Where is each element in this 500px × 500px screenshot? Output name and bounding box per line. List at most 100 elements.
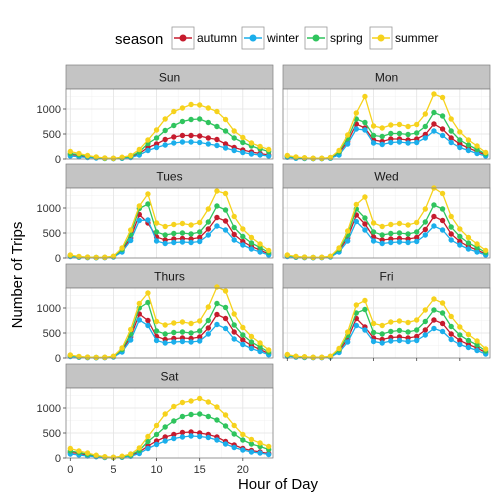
data-point bbox=[240, 341, 246, 348]
data-point bbox=[388, 239, 394, 246]
data-point bbox=[162, 424, 168, 430]
data-point bbox=[196, 102, 203, 108]
data-point bbox=[240, 242, 246, 248]
data-point bbox=[214, 203, 220, 209]
data-point bbox=[196, 334, 203, 340]
data-point bbox=[405, 239, 411, 246]
legend-key-point bbox=[312, 34, 320, 42]
data-point bbox=[222, 145, 229, 151]
data-point bbox=[162, 232, 168, 238]
data-point bbox=[162, 142, 168, 148]
data-point bbox=[474, 150, 480, 157]
data-point bbox=[179, 429, 186, 436]
data-point bbox=[413, 139, 420, 146]
data-point bbox=[231, 322, 237, 328]
data-point bbox=[196, 116, 203, 122]
data-point bbox=[439, 126, 446, 132]
data-point bbox=[248, 151, 255, 157]
data-point bbox=[67, 352, 74, 358]
data-point bbox=[474, 241, 480, 247]
data-point bbox=[188, 398, 194, 404]
panel-border bbox=[65, 387, 274, 459]
data-point bbox=[257, 440, 263, 446]
data-point bbox=[362, 215, 368, 221]
facet-thurs: Thurs 0 500 1000 bbox=[37, 263, 274, 365]
data-point bbox=[388, 328, 394, 335]
data-point bbox=[196, 238, 203, 245]
x-tick-label: 0 bbox=[67, 464, 73, 476]
data-point bbox=[362, 306, 368, 313]
y-axis-label: Number of Trips bbox=[9, 222, 26, 329]
data-point bbox=[196, 318, 203, 324]
data-point bbox=[310, 254, 316, 261]
panel-border bbox=[282, 287, 491, 359]
data-point bbox=[240, 139, 246, 146]
data-point bbox=[370, 229, 377, 235]
data-point bbox=[179, 434, 186, 440]
panel-border bbox=[282, 88, 491, 160]
x-tick-label: 20 bbox=[237, 464, 249, 476]
data-point bbox=[301, 254, 308, 260]
data-point bbox=[388, 122, 394, 128]
panel-background bbox=[283, 89, 490, 159]
data-point bbox=[474, 249, 480, 255]
data-point bbox=[431, 307, 437, 313]
data-point bbox=[413, 317, 420, 323]
data-point bbox=[319, 155, 325, 161]
data-point bbox=[379, 322, 385, 329]
panel-border bbox=[65, 287, 274, 359]
data-point bbox=[179, 338, 186, 345]
y-axis: 0 500 1000 bbox=[37, 203, 66, 265]
series-summer bbox=[67, 395, 272, 460]
data-point bbox=[231, 231, 237, 238]
data-point bbox=[457, 337, 463, 344]
data-point bbox=[336, 245, 342, 251]
data-point bbox=[205, 317, 212, 324]
data-point bbox=[257, 152, 263, 158]
y-tick-label: 1000 bbox=[37, 104, 61, 116]
data-point bbox=[196, 433, 203, 440]
data-point bbox=[265, 247, 272, 254]
data-point bbox=[205, 325, 212, 331]
data-point bbox=[188, 116, 194, 123]
data-point bbox=[153, 144, 160, 151]
data-point bbox=[196, 328, 203, 334]
data-point bbox=[301, 155, 308, 161]
data-point bbox=[222, 227, 229, 233]
legend-key-summer: summer bbox=[369, 26, 438, 50]
data-point bbox=[353, 110, 360, 116]
data-point bbox=[370, 140, 377, 146]
data-point bbox=[248, 246, 255, 252]
data-point bbox=[102, 155, 108, 161]
data-point bbox=[405, 319, 411, 326]
data-point bbox=[388, 221, 394, 228]
data-point bbox=[396, 139, 403, 145]
data-point bbox=[171, 239, 177, 246]
data-point bbox=[136, 217, 143, 224]
data-point bbox=[448, 139, 454, 146]
data-point bbox=[171, 435, 177, 442]
data-point bbox=[205, 232, 212, 238]
data-point bbox=[265, 347, 272, 353]
data-point bbox=[465, 331, 472, 338]
data-point bbox=[188, 132, 194, 139]
data-point bbox=[457, 324, 463, 330]
data-point bbox=[362, 194, 368, 200]
panel-background bbox=[283, 288, 490, 358]
data-point bbox=[240, 447, 246, 453]
data-point bbox=[231, 147, 237, 154]
data-point bbox=[439, 190, 446, 197]
data-point bbox=[396, 121, 403, 128]
data-point bbox=[196, 411, 203, 417]
data-point bbox=[171, 140, 177, 146]
data-point bbox=[153, 337, 160, 344]
data-point bbox=[145, 290, 151, 296]
data-point bbox=[171, 418, 177, 424]
y-tick-label: 0 bbox=[55, 453, 61, 465]
data-point bbox=[344, 141, 351, 147]
data-point bbox=[448, 313, 454, 320]
data-point bbox=[214, 136, 220, 143]
legend-label-spring: spring bbox=[330, 31, 363, 45]
data-point bbox=[153, 127, 160, 133]
data-point bbox=[119, 245, 125, 251]
